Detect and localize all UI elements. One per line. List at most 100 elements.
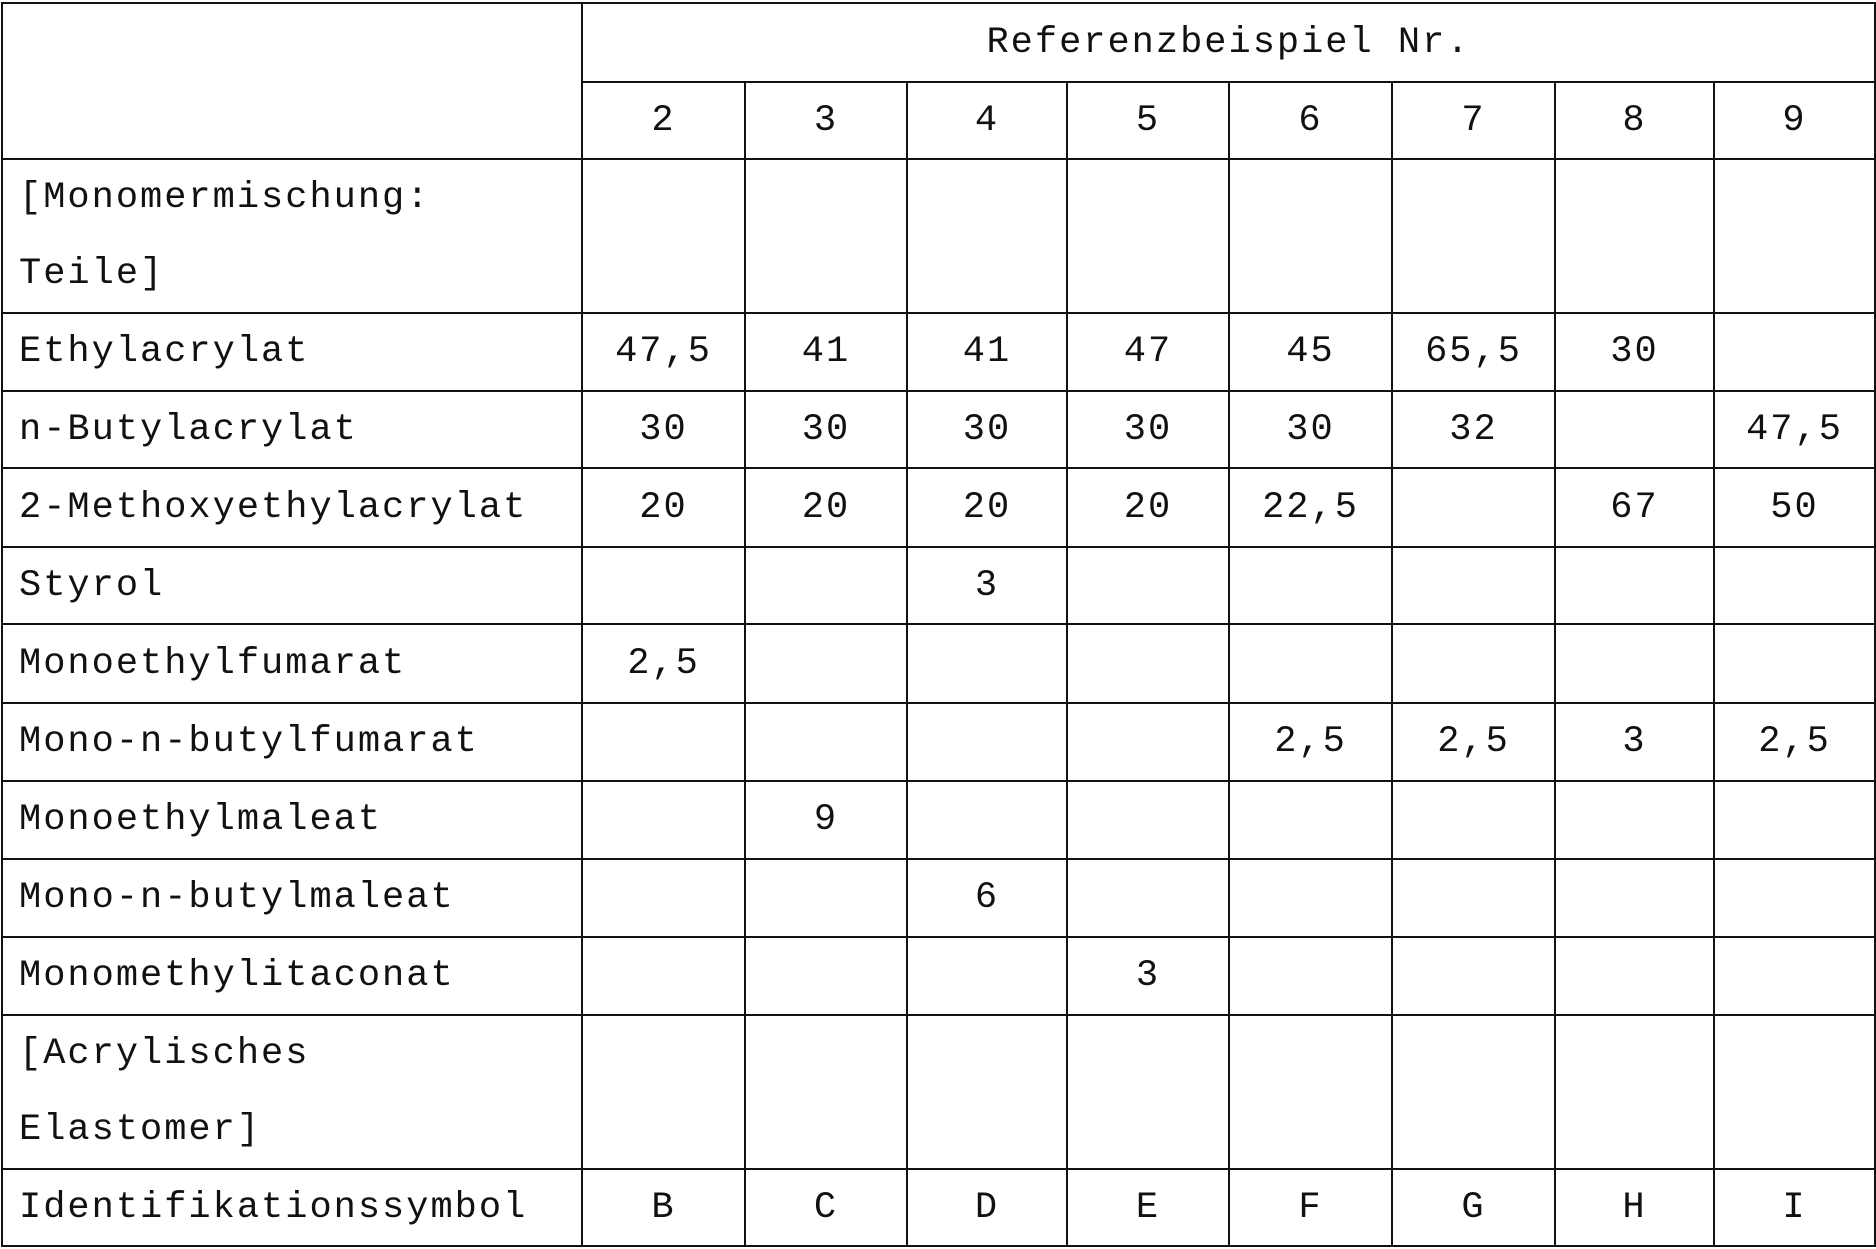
value-cell [582,703,745,781]
value-cell [1555,937,1714,1015]
value-cell: E [1067,1169,1229,1246]
column-header: 5 [1067,82,1229,159]
value-cell: F [1229,1169,1392,1246]
value-cell [1555,859,1714,937]
value-cell [1392,781,1555,859]
value-cell: 30 [1555,313,1714,391]
value-cell [1714,859,1875,937]
column-header: 7 [1392,82,1555,159]
value-cell [1392,1015,1555,1169]
value-cell: I [1714,1169,1875,1246]
value-cell [907,703,1067,781]
row-label: 2-Methoxyethylacrylat [2,468,582,547]
value-cell [1555,159,1714,313]
value-cell [907,937,1067,1015]
table-row: Ethylacrylat47,54141474565,530 [2,313,1875,391]
value-cell [1229,859,1392,937]
value-cell: B [582,1169,745,1246]
column-header: 8 [1555,82,1714,159]
value-cell: 2,5 [582,624,745,703]
value-cell: 45 [1229,313,1392,391]
row-label: Mono-n-butylfumarat [2,703,582,781]
value-cell: 2,5 [1229,703,1392,781]
value-cell [1392,859,1555,937]
row-label-line: Elastomer] [19,1092,581,1168]
table-row: [Monomermischung:Teile] [2,159,1875,313]
value-cell [1714,781,1875,859]
value-cell [745,624,907,703]
value-cell [1555,624,1714,703]
value-cell [907,624,1067,703]
table-row: Mono-n-butylmaleat6 [2,859,1875,937]
value-cell: G [1392,1169,1555,1246]
value-cell: 30 [907,391,1067,468]
value-cell [582,547,745,624]
table-row: Monomethylitaconat3 [2,937,1875,1015]
value-cell: 50 [1714,468,1875,547]
value-cell: 20 [582,468,745,547]
value-cell [1555,391,1714,468]
row-label: Styrol [2,547,582,624]
value-cell [907,781,1067,859]
value-cell [1555,781,1714,859]
value-cell [1714,313,1875,391]
value-cell: 30 [582,391,745,468]
value-cell: 20 [745,468,907,547]
value-cell [745,1015,907,1169]
value-cell: 3 [1555,703,1714,781]
value-cell: 32 [1392,391,1555,468]
row-label: Monoethylmaleat [2,781,582,859]
value-cell [1229,937,1392,1015]
value-cell [745,547,907,624]
group-title: Referenzbeispiel Nr. [582,3,1875,82]
value-cell: 41 [745,313,907,391]
value-cell [745,703,907,781]
row-label: n-Butylacrylat [2,391,582,468]
value-cell: 22,5 [1229,468,1392,547]
value-cell [1555,1015,1714,1169]
value-cell [1392,547,1555,624]
value-cell: 20 [1067,468,1229,547]
value-cell [907,1015,1067,1169]
value-cell: 9 [745,781,907,859]
value-cell [1392,937,1555,1015]
value-cell: 2,5 [1714,703,1875,781]
row-label: [AcrylischesElastomer] [2,1015,582,1169]
value-cell: D [907,1169,1067,1246]
value-cell: 65,5 [1392,313,1555,391]
row-label-line: Teile] [19,236,581,312]
header-corner-cell [2,3,582,159]
value-cell: 30 [1067,391,1229,468]
value-cell [582,1015,745,1169]
value-cell: H [1555,1169,1714,1246]
value-cell [1229,159,1392,313]
value-cell [582,781,745,859]
table-row: Monoethylfumarat2,5 [2,624,1875,703]
value-cell [1067,703,1229,781]
column-header: 3 [745,82,907,159]
value-cell [745,159,907,313]
value-cell [1067,547,1229,624]
row-label: Monoethylfumarat [2,624,582,703]
row-label: Identifikationssymbol [2,1169,582,1246]
value-cell: 41 [907,313,1067,391]
table-row: Monoethylmaleat 9 [2,781,1875,859]
value-cell [1714,1015,1875,1169]
value-cell [1067,781,1229,859]
table-row: Styrol3 [2,547,1875,624]
table-row: [AcrylischesElastomer] [2,1015,1875,1169]
value-cell: 47 [1067,313,1229,391]
row-label: Monomethylitaconat [2,937,582,1015]
row-label: [Monomermischung:Teile] [2,159,582,313]
value-cell: 6 [907,859,1067,937]
value-cell [1067,1015,1229,1169]
value-cell: C [745,1169,907,1246]
value-cell [907,159,1067,313]
column-header: 9 [1714,82,1875,159]
value-cell [1067,624,1229,703]
value-cell [1229,624,1392,703]
value-cell [582,937,745,1015]
value-cell [1714,624,1875,703]
value-cell [1067,859,1229,937]
